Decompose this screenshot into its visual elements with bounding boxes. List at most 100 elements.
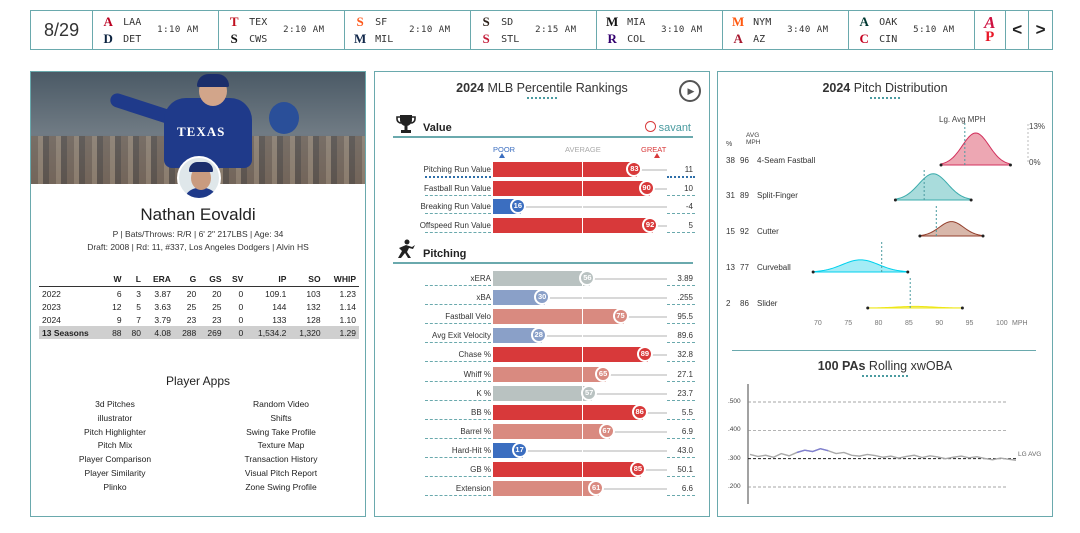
stats-cell: 23 bbox=[186, 314, 197, 325]
stats-cell: 144 bbox=[272, 301, 287, 312]
home-team-logo-icon: D bbox=[103, 31, 113, 46]
curve-end-point bbox=[811, 270, 815, 274]
xwoba-line bbox=[749, 448, 1017, 462]
away-team-abbr: SF bbox=[375, 16, 388, 28]
percentile-row[interactable]: Chase % 89 32.8 bbox=[375, 346, 709, 364]
home-team-logo-icon: C bbox=[859, 31, 869, 46]
pitch-row[interactable]: 31 89 Split-Finger bbox=[726, 191, 798, 200]
stats-cell: 288 bbox=[173, 326, 200, 339]
pitching-section-header: Pitching bbox=[393, 239, 693, 264]
game-card[interactable]: S SD S STL 2:15 AM bbox=[471, 11, 598, 49]
percentile-row[interactable]: BB % 86 5.5 bbox=[375, 403, 709, 421]
savant-link[interactable]: savant bbox=[644, 121, 691, 134]
pitch-density-curve bbox=[894, 173, 973, 201]
metric-value: 6.6 bbox=[681, 484, 693, 494]
prev-games-button[interactable]: < bbox=[1006, 11, 1030, 49]
stats-cell: 3.79 bbox=[154, 314, 171, 325]
percentile-row[interactable]: Breaking Run Value 16 -4 bbox=[375, 198, 709, 215]
player-app-link[interactable]: illustrator bbox=[97, 412, 133, 423]
home-team-abbr: DET bbox=[123, 33, 142, 45]
curve-end-point bbox=[866, 306, 870, 310]
percentile-row[interactable]: Pitching Run Value 83 11 bbox=[375, 161, 709, 178]
metric-value: 11 bbox=[684, 165, 693, 174]
player-draft: Draft: 2008 | Rd: 11, #337, Los Angeles … bbox=[87, 242, 309, 252]
home-team: C CIN bbox=[857, 31, 897, 47]
percentile-row[interactable]: Fastball Velo 75 95.5 bbox=[375, 308, 709, 326]
percentile-row[interactable]: Offspeed Run Value 92 5 bbox=[375, 216, 709, 234]
home-team-abbr: CWS bbox=[249, 33, 268, 45]
game-card[interactable]: T TEX S CWS 2:10 AM bbox=[219, 11, 346, 49]
player-app-link[interactable]: Texture Map bbox=[257, 440, 305, 451]
player-app-link[interactable]: Player Similarity bbox=[84, 467, 146, 478]
player-app-link[interactable]: Visual Pitch Report bbox=[244, 467, 318, 478]
away-team: A OAK bbox=[857, 14, 897, 30]
pitch-row[interactable]: 2 86 Slider bbox=[726, 299, 777, 308]
stats-cell: 13 Seasons bbox=[39, 326, 106, 339]
percentile-row[interactable]: Hard-Hit % 17 43.0 bbox=[375, 441, 709, 459]
pitch-dist-title: 2024 Pitch Distribution bbox=[718, 81, 1052, 99]
player-app-link[interactable]: Shifts bbox=[270, 412, 292, 423]
home-team-logo-icon: R bbox=[607, 31, 617, 46]
percentile-row[interactable]: Whiff % 65 27.1 bbox=[375, 365, 709, 383]
percentile-bar bbox=[493, 404, 643, 420]
percentile-row[interactable]: xERA 56 3.89 bbox=[375, 270, 709, 287]
pitch-row[interactable]: 38 96 4-Seam Fastball bbox=[726, 156, 815, 165]
stats-cell: 0 bbox=[224, 326, 247, 339]
percentile-row[interactable]: GB % 85 50.1 bbox=[375, 461, 709, 478]
stats-cell: 2023 bbox=[42, 301, 61, 312]
percentile-row[interactable]: Barrel % 67 6.9 bbox=[375, 422, 709, 440]
player-app-link[interactable]: Swing Take Profile bbox=[246, 426, 316, 437]
x-tick-label: 80 bbox=[874, 320, 883, 327]
pitch-row[interactable]: 15 92 Cutter bbox=[726, 227, 779, 236]
x-tick-label: 85 bbox=[905, 320, 913, 327]
game-card[interactable]: M MIA R COL 3:10 AM bbox=[597, 11, 724, 49]
x-tick-label: 95 bbox=[965, 320, 974, 327]
game-card[interactable]: A OAK C CIN 5:10 AM bbox=[849, 11, 976, 49]
player-app-link[interactable]: Transaction History bbox=[244, 454, 318, 465]
stats-cell: 0 bbox=[238, 314, 244, 325]
player-app-link[interactable]: Random Video bbox=[252, 399, 310, 409]
player-app-link[interactable]: Zone Swing Profile bbox=[245, 481, 317, 492]
metric-label: Chase % bbox=[458, 350, 491, 360]
player-app-link[interactable]: Plinko bbox=[103, 481, 127, 492]
stats-cell: 3.63 bbox=[154, 301, 171, 312]
metric-value: 5.5 bbox=[681, 407, 693, 417]
baseball-icon bbox=[644, 121, 656, 132]
player-app-link[interactable]: Player Comparison bbox=[78, 454, 152, 465]
stats-header: IP bbox=[246, 272, 290, 287]
stats-header: ERA bbox=[143, 272, 174, 287]
pitch-name: Cutter bbox=[757, 227, 779, 236]
percentile-row[interactable]: Fastball Run Value 90 10 bbox=[375, 179, 709, 197]
percentile-bubble: 16 bbox=[509, 198, 526, 214]
pitch-row[interactable]: 13 77 Curveball bbox=[726, 263, 791, 272]
percentile-row[interactable]: K % 57 23.7 bbox=[375, 384, 709, 402]
curve-end-point bbox=[939, 163, 943, 167]
savant-label: savant bbox=[658, 122, 691, 134]
percentile-row[interactable]: Avg Exit Velocity 28 89.6 bbox=[375, 327, 709, 345]
nav-team-logos[interactable]: A P bbox=[975, 11, 1007, 49]
stats-table: W L ERA G GS SV IP SO WHIP 2022 6 3 3.87 20 20 0 109.1 10… bbox=[39, 272, 359, 339]
stats-cell: 1.23 bbox=[339, 288, 356, 299]
player-apps-title: Player Apps bbox=[165, 374, 231, 388]
percentile-row[interactable]: xBA 30 .255 bbox=[375, 289, 709, 307]
percentile-row[interactable]: Extension 61 6.6 bbox=[375, 480, 709, 498]
percentile-bar bbox=[493, 162, 638, 177]
player-app-link[interactable]: Pitch Highlighter bbox=[84, 426, 146, 437]
game-card[interactable]: A LAA D DET 1:10 AM bbox=[93, 11, 220, 49]
stats-cell: 103 bbox=[306, 288, 321, 299]
stats-cell: 6 bbox=[116, 288, 122, 299]
stats-cell: 3 bbox=[136, 288, 141, 299]
player-app-link[interactable]: Pitch Mix bbox=[97, 440, 133, 451]
play-icon[interactable]: ▶ bbox=[679, 80, 701, 102]
stats-header: G bbox=[173, 272, 200, 287]
pitch-pct: 13 bbox=[726, 263, 735, 272]
stats-cell: 20 bbox=[212, 288, 222, 299]
game-card[interactable]: M NYM A AZ 3:40 AM bbox=[723, 11, 850, 49]
pitch-density-curve bbox=[867, 305, 963, 309]
next-games-button[interactable]: > bbox=[1035, 20, 1046, 39]
player-panel: TEXAS Nathan Eovaldi P | Bats/Throws: R/… bbox=[30, 71, 366, 517]
pitch-distribution-panel: 2024 Pitch Distribution Lg. Avg MPH 13% … bbox=[717, 71, 1053, 517]
game-card[interactable]: S SF M MIL 2:10 AM bbox=[345, 11, 472, 49]
player-app-link[interactable]: 3d Pitches bbox=[95, 399, 135, 409]
percentile-bar bbox=[493, 347, 648, 363]
